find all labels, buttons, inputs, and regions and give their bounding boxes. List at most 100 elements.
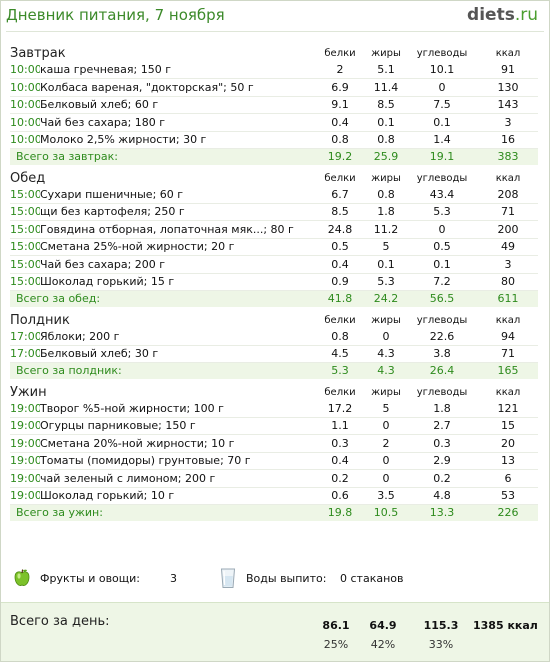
food-name[interactable]: Творог %5-ной жирности; 100 г xyxy=(40,399,315,418)
column-header-fat: жиры xyxy=(371,172,401,184)
food-row[interactable]: 10:00 Колбаса вареная, "докторская"; 50 г… xyxy=(10,78,539,97)
total-protein: 5.3 xyxy=(314,362,367,379)
food-carbs: 0 xyxy=(406,220,479,239)
food-name[interactable]: Яблоки; 200 г xyxy=(40,327,315,346)
food-name[interactable]: Молоко 2,5% жирности; 30 г xyxy=(40,131,315,149)
meal-header-row: Обед белки жиры углеводы ккал xyxy=(10,171,538,186)
food-kcal: 208 xyxy=(478,185,539,204)
meal-header-row: Полдник белки жиры углеводы ккал xyxy=(10,313,538,328)
food-carbs: 3.8 xyxy=(406,345,479,363)
day-protein-pct: 25% xyxy=(323,638,349,651)
column-header-kcal: ккал xyxy=(495,48,521,59)
meal-total-row: Всего за ужин: 19.8 10.5 13.3 226 xyxy=(10,504,539,521)
food-name[interactable]: Сухари пшеничные; 60 г xyxy=(40,185,315,204)
food-row[interactable]: 15:00 Сухари пшеничные; 60 г 6.7 0.8 43.4 208 xyxy=(10,185,539,204)
water-glass-icon xyxy=(220,568,236,588)
food-row[interactable]: 15:00 щи без картофеля; 250 г 8.5 1.8 5.3 71 xyxy=(10,203,539,221)
day-fat-pct: 42% xyxy=(370,638,396,651)
food-time: 19:00 xyxy=(10,452,40,470)
food-kcal: 49 xyxy=(478,238,539,256)
food-name[interactable]: каша гречневая; 150 г xyxy=(40,61,315,79)
food-name[interactable]: Говядина отборная, лопаточная мяк...; 80… xyxy=(40,220,315,239)
food-time: 19:00 xyxy=(10,434,40,453)
food-row[interactable]: 19:00 Сметана 20%-ной жирности; 10 г 0.3 2 0… xyxy=(10,434,539,453)
food-row[interactable]: 10:00 Чай без сахара; 180 г 0.4 0.1 0.1 3 xyxy=(10,113,539,132)
food-kcal: 200 xyxy=(478,220,539,239)
food-protein: 24.8 xyxy=(314,220,367,239)
food-name[interactable]: Сметана 25%-ной жирности; 20 г xyxy=(40,238,315,256)
food-time: 15:00 xyxy=(10,255,40,274)
food-fat: 0.1 xyxy=(366,255,407,274)
meal-title: Полдник xyxy=(10,312,70,328)
column-header-kcal: ккал xyxy=(495,172,521,184)
food-name[interactable]: Сметана 20%-ной жирности; 10 г xyxy=(40,434,315,453)
food-row[interactable]: 10:00 каша гречневая; 150 г 2 5.1 10.1 91 xyxy=(10,61,539,79)
food-row[interactable]: 19:00 чай зеленый с лимоном; 200 г 0.2 0 0.2… xyxy=(10,469,539,488)
day-carbs: 115.3 xyxy=(423,619,459,632)
food-name[interactable]: Огурцы парниковые; 150 г xyxy=(40,417,315,435)
total-fat: 10.5 xyxy=(366,504,407,521)
food-kcal: 91 xyxy=(478,61,539,79)
food-kcal: 3 xyxy=(478,255,539,274)
food-row[interactable]: 19:00 Огурцы парниковые; 150 г 1.1 0 2.7 15 xyxy=(10,417,539,435)
day-protein: 86.1 xyxy=(322,619,350,632)
total-carbs: 19.1 xyxy=(406,148,479,165)
food-fat: 5 xyxy=(366,238,407,256)
food-kcal: 71 xyxy=(478,345,539,363)
food-name[interactable]: Белковый хлеб; 30 г xyxy=(40,345,315,363)
food-protein: 0.3 xyxy=(314,434,367,453)
food-row[interactable]: 15:00 Говядина отборная, лопаточная мяк..… xyxy=(10,220,539,239)
food-name[interactable]: Белковый хлеб; 60 г xyxy=(40,96,315,114)
food-fat: 0 xyxy=(366,327,407,346)
food-name[interactable]: Чай без сахара; 200 г xyxy=(40,255,315,274)
food-time: 19:00 xyxy=(10,487,40,505)
total-carbs: 26.4 xyxy=(406,362,479,379)
total-fat: 24.2 xyxy=(366,290,407,307)
food-protein: 0.4 xyxy=(314,113,367,132)
food-row[interactable]: 10:00 Молоко 2,5% жирности; 30 г 0.8 0.8 1.4… xyxy=(10,131,539,149)
food-row[interactable]: 15:00 Чай без сахара; 200 г 0.4 0.1 0.1 3 xyxy=(10,255,539,274)
food-name[interactable]: чай зеленый с лимоном; 200 г xyxy=(40,469,315,488)
extras-row: Фрукты и овощи: 3 Воды выпито: 0 стакано… xyxy=(10,566,540,590)
food-row[interactable]: 17:00 Белковый хлеб; 30 г 4.5 4.3 3.8 71 xyxy=(10,345,539,363)
food-protein: 2 xyxy=(314,61,367,79)
food-kcal: 94 xyxy=(478,327,539,346)
food-row[interactable]: 15:00 Сметана 25%-ной жирности; 20 г 0.5 5 0… xyxy=(10,238,539,256)
column-header-carbs: углеводы xyxy=(416,48,468,59)
column-header-protein: белки xyxy=(324,48,356,59)
food-name[interactable]: Шоколад горький; 15 г xyxy=(40,273,315,291)
food-kcal: 130 xyxy=(478,78,539,97)
food-time: 10:00 xyxy=(10,113,40,132)
food-protein: 0.2 xyxy=(314,469,367,488)
food-name[interactable]: Чай без сахара; 180 г xyxy=(40,113,315,132)
meals-table: Завтрак белки жиры углеводы ккал 10:00 каша гр… xyxy=(10,46,539,521)
title-divider xyxy=(6,31,544,32)
food-name[interactable]: Томаты (помидоры) грунтовые; 70 г xyxy=(40,452,315,470)
food-row[interactable]: 10:00 Белковый хлеб; 60 г 9.1 8.5 7.5 143 xyxy=(10,96,539,114)
total-carbs: 56.5 xyxy=(406,290,479,307)
food-name[interactable]: Шоколад горький; 10 г xyxy=(40,487,315,505)
food-fat: 0 xyxy=(366,469,407,488)
meal-title: Обед xyxy=(10,170,46,186)
food-row[interactable]: 15:00 Шоколад горький; 15 г 0.9 5.3 7.2 80 xyxy=(10,273,539,291)
food-name[interactable]: щи без картофеля; 250 г xyxy=(40,203,315,221)
food-row[interactable]: 19:00 Творог %5-ной жирности; 100 г 17.2 5 1… xyxy=(10,399,539,418)
food-carbs: 7.5 xyxy=(406,96,479,114)
water-value: 0 стаканов xyxy=(340,572,404,585)
food-carbs: 0.3 xyxy=(406,434,479,453)
food-carbs: 0.1 xyxy=(406,113,479,132)
food-fat: 11.4 xyxy=(366,78,407,97)
food-name[interactable]: Колбаса вареная, "докторская"; 50 г xyxy=(40,78,315,97)
column-header-fat: жиры xyxy=(371,314,401,326)
total-kcal: 165 xyxy=(478,362,539,379)
food-protein: 0.6 xyxy=(314,487,367,505)
food-row[interactable]: 19:00 Шоколад горький; 10 г 0.6 3.5 4.8 53 xyxy=(10,487,539,505)
food-carbs: 0.5 xyxy=(406,238,479,256)
food-fat: 8.5 xyxy=(366,96,407,114)
food-row[interactable]: 19:00 Томаты (помидоры) грунтовые; 70 г 0.… xyxy=(10,452,539,470)
food-row[interactable]: 17:00 Яблоки; 200 г 0.8 0 22.6 94 xyxy=(10,327,539,346)
food-carbs: 5.3 xyxy=(406,203,479,221)
site-logo[interactable]: diets.ru xyxy=(467,5,538,25)
column-header-carbs: углеводы xyxy=(416,386,468,398)
food-protein: 0.4 xyxy=(314,452,367,470)
